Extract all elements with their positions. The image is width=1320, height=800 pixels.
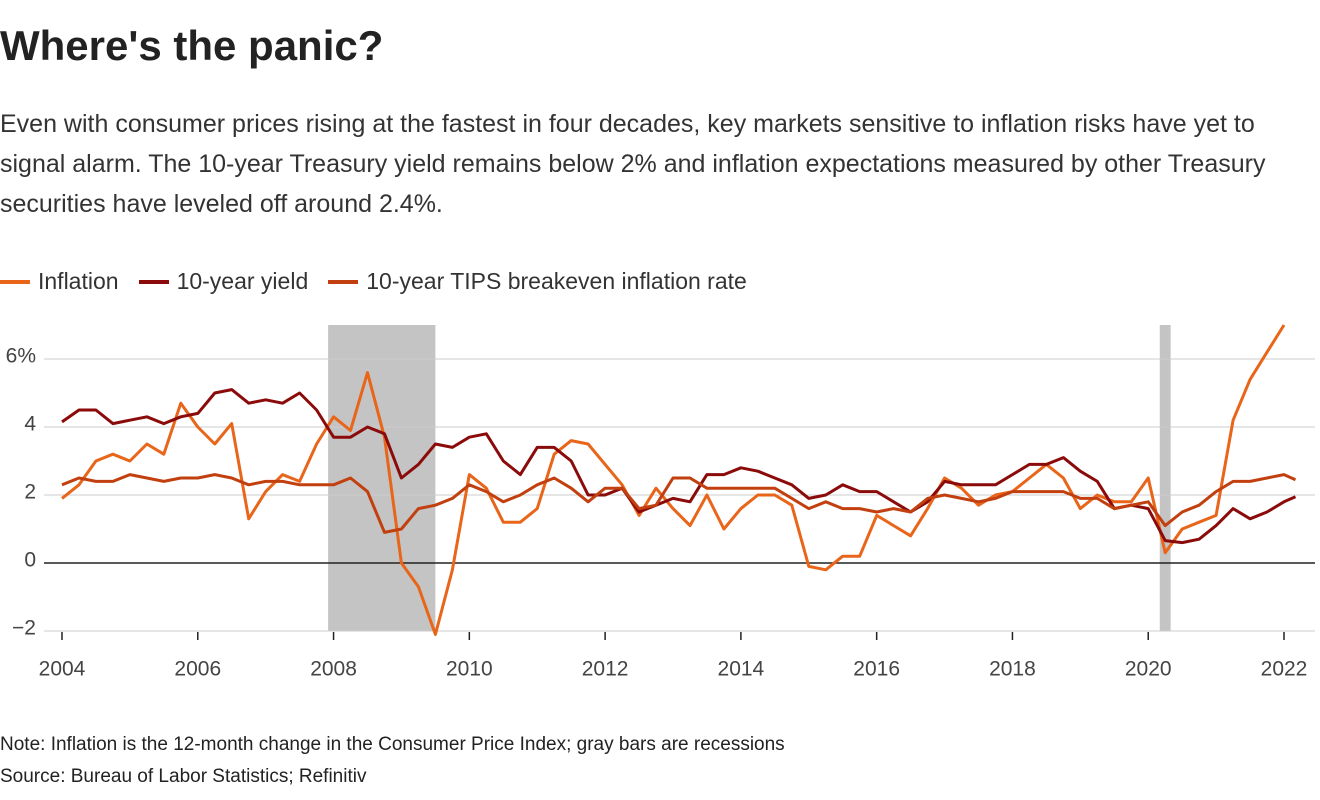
x-tick-label: 2006 (174, 658, 221, 681)
recession-bar (328, 325, 436, 631)
x-tick-label: 2022 (1261, 658, 1308, 681)
legend-swatch (138, 279, 169, 284)
legend-swatch (328, 279, 359, 284)
y-tick-label: −2 (12, 617, 36, 640)
y-tick-label: 0 (24, 549, 36, 572)
legend-item: 10-year TIPS breakeven inflation rate (328, 268, 747, 295)
source: Source: Bureau of Labor Statistics; Refi… (0, 766, 367, 787)
series-line (61, 388, 1297, 545)
subtitle: Even with consumer prices rising at the … (0, 110, 1266, 218)
y-tick-label: 4 (24, 413, 36, 436)
x-tick-label: 2020 (1125, 658, 1172, 681)
legend-label: Inflation (38, 268, 119, 294)
chart: −2 0 2 4 6% 2004 2006 2008 2010 2012 2014 2016 2018 2… (6, 324, 1315, 681)
legend-label: 10-year TIPS breakeven inflation rate (366, 268, 747, 294)
legend-item: 10-year yield (138, 268, 309, 295)
recession-bar (1159, 325, 1171, 631)
series-line (61, 324, 1286, 636)
x-tick-label: 2014 (718, 658, 765, 681)
x-tick-label: 2016 (853, 658, 900, 681)
series-line (61, 473, 1297, 534)
y-tick-label: 2 (24, 481, 36, 504)
legend-label: 10-year yield (176, 268, 309, 294)
x-tick-label: 2004 (39, 658, 86, 681)
x-tick-label: 2008 (310, 658, 357, 681)
x-tick-label: 2018 (989, 658, 1036, 681)
x-tick-label: 2012 (582, 658, 629, 681)
x-tick-label: 2010 (446, 658, 493, 681)
y-tick-label: 6% (6, 345, 36, 368)
chart-title: Where's the panic? (0, 22, 384, 69)
legend-item: Inflation (0, 268, 119, 295)
note: Note: Inflation is the 12-month change i… (0, 734, 785, 755)
legend-swatch (0, 279, 30, 284)
legend: Inflation 10-year yield 10-year TIPS break… (0, 268, 747, 295)
